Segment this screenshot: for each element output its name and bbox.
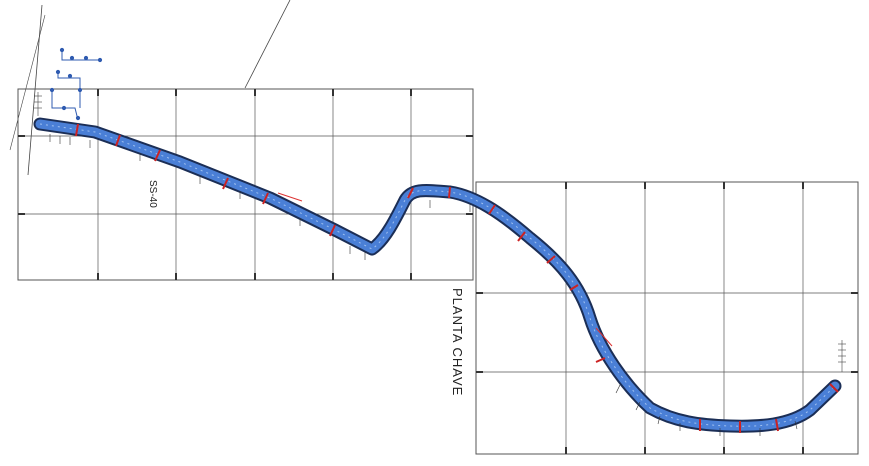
survey-points xyxy=(49,47,103,121)
right-sheet-ticks xyxy=(476,182,858,454)
left-sheet-ticks xyxy=(18,89,473,280)
leader-line xyxy=(9,14,46,151)
chainage-annotations xyxy=(277,192,613,347)
road-alignment xyxy=(33,117,842,433)
cross-section-ticks xyxy=(49,134,798,436)
leader-line xyxy=(244,0,291,89)
end-dimension-stack xyxy=(34,92,846,372)
road-label: SS-40 xyxy=(147,180,158,208)
leader-line xyxy=(27,4,43,176)
main-label: PLANTA CHAVE xyxy=(450,288,465,397)
station-markers xyxy=(75,123,839,433)
